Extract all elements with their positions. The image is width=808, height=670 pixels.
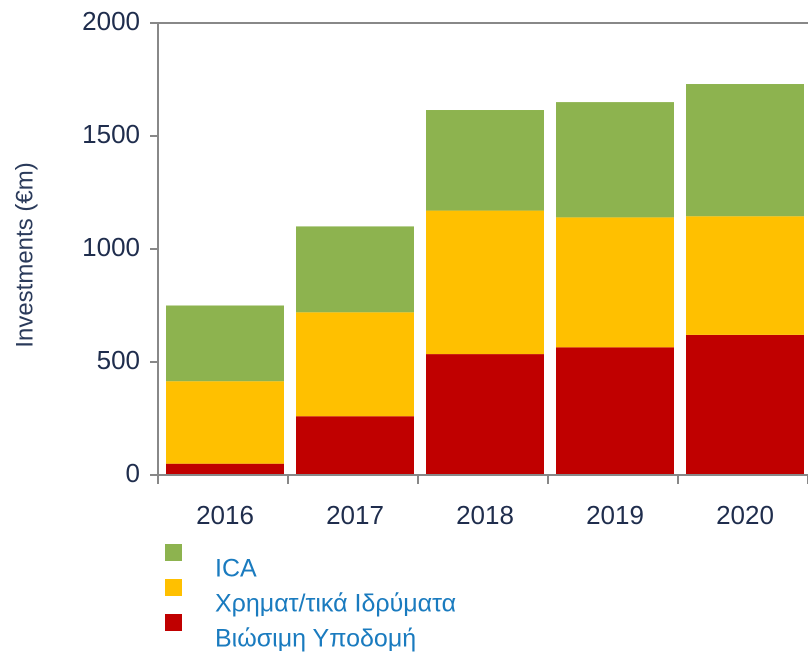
x-tick-label: 2017 bbox=[326, 500, 384, 530]
x-tick-label: 2020 bbox=[716, 500, 774, 530]
y-tick-label: 0 bbox=[126, 458, 140, 488]
bar-segment bbox=[686, 216, 804, 335]
y-tick-label: 500 bbox=[97, 345, 140, 375]
bar-segment bbox=[166, 305, 284, 382]
y-tick-label: 1500 bbox=[82, 119, 140, 149]
bar-segment bbox=[426, 354, 544, 475]
legend-label: Χρηματ/τικά Ιδρύματα bbox=[215, 590, 456, 618]
bar-segment bbox=[296, 226, 414, 313]
bar-segment bbox=[556, 217, 674, 348]
bar-segment bbox=[296, 416, 414, 475]
bar-segment bbox=[426, 210, 544, 355]
bar-segment bbox=[556, 102, 674, 218]
y-axis-label: Investments (€m) bbox=[11, 162, 38, 347]
x-tick-label: 2019 bbox=[586, 500, 644, 530]
bar-segment bbox=[686, 84, 804, 217]
legend-swatch bbox=[165, 614, 182, 631]
x-tick-label: 2018 bbox=[456, 500, 514, 530]
bar-segment bbox=[426, 110, 544, 211]
y-tick-label: 2000 bbox=[82, 6, 140, 36]
x-tick-label: 2016 bbox=[196, 500, 254, 530]
legend-label: Βιώσιμη Υποδομή bbox=[215, 625, 416, 653]
bar-segment bbox=[166, 381, 284, 464]
legend-swatch bbox=[165, 579, 182, 596]
legend-swatch bbox=[165, 544, 182, 561]
bar-segment bbox=[556, 347, 674, 475]
bar-segment bbox=[686, 334, 804, 475]
legend-label: ICA bbox=[215, 555, 257, 583]
bar-segment bbox=[296, 312, 414, 417]
y-tick-label: 1000 bbox=[82, 232, 140, 262]
bar-segment bbox=[166, 463, 284, 475]
